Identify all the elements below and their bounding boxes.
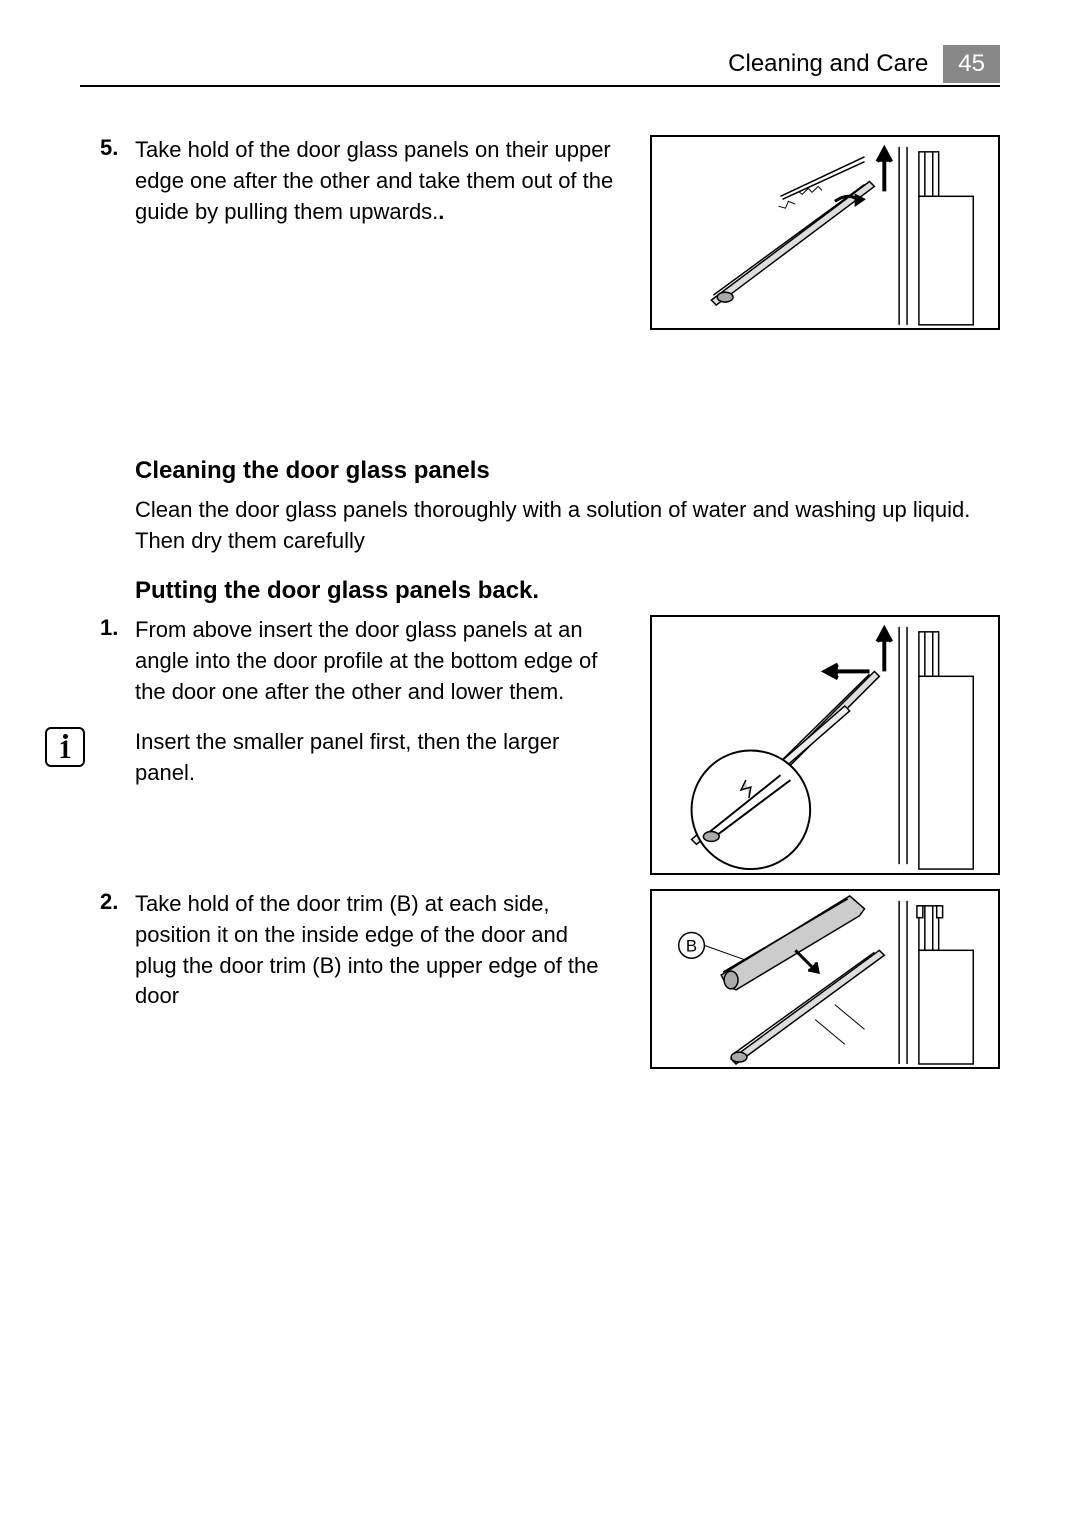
info-note-row: 1 Insert the smaller panel first, then t…: [100, 727, 1000, 789]
page-content: 5. Take hold of the door glass panels on…: [100, 135, 1000, 1032]
svg-text:B: B: [686, 936, 697, 955]
step-number: 5.: [100, 135, 118, 161]
cleaning-body-text: Clean the door glass panels thoroughly w…: [135, 495, 1000, 557]
info-letter: 1: [59, 735, 72, 765]
info-dot: [63, 734, 68, 739]
step-text: From above insert the door glass panels …: [135, 615, 615, 707]
heading-cleaning: Cleaning the door glass panels: [135, 457, 1000, 485]
step-2: 2. Take hold of the door trim (B) at eac…: [100, 889, 1000, 1012]
page-number: 45: [943, 45, 1000, 83]
diagram-svg-3: B: [652, 891, 998, 1069]
step-5: 5. Take hold of the door glass panels on…: [100, 135, 1000, 227]
step-1: 1. From above insert the door glass pane…: [100, 615, 1000, 707]
header-rule: [80, 85, 1000, 87]
diagram-door-trim: B: [650, 889, 1000, 1069]
heading-putting-back: Putting the door glass panels back.: [135, 577, 1000, 605]
info-icon: 1: [45, 727, 85, 767]
info-note-text: Insert the smaller panel first, then the…: [135, 727, 615, 789]
step-number: 2.: [100, 889, 118, 915]
step-number: 1.: [100, 615, 118, 641]
step-text: Take hold of the door glass panels on th…: [135, 135, 615, 227]
diagram-svg-1: [652, 137, 998, 330]
section-title: Cleaning and Care: [728, 50, 928, 78]
page-header: Cleaning and Care 45: [728, 45, 1000, 83]
diagram-remove-glass: [650, 135, 1000, 330]
step-text: Take hold of the door trim (B) at each s…: [135, 889, 615, 1012]
